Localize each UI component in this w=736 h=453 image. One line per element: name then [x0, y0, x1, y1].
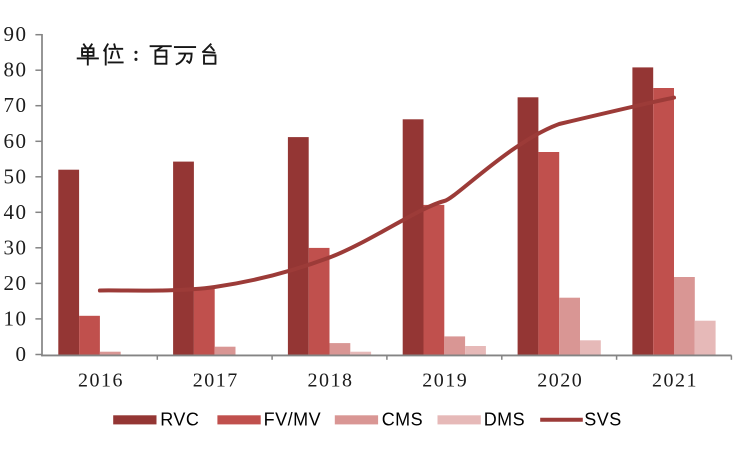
svg-text:70: 70 — [4, 93, 28, 117]
svg-text:50: 50 — [4, 164, 28, 188]
svg-text:CMS: CMS — [382, 410, 424, 430]
svg-text:2019: 2019 — [422, 370, 468, 392]
svg-text:30: 30 — [4, 235, 28, 259]
svg-text:0: 0 — [16, 342, 28, 366]
svg-text:40: 40 — [4, 200, 28, 224]
svg-text:2017: 2017 — [193, 370, 239, 392]
svg-text:SVS: SVS — [584, 410, 622, 430]
svg-text:10: 10 — [4, 306, 28, 330]
svg-text:RVC: RVC — [160, 410, 199, 430]
svg-text:2016: 2016 — [78, 370, 124, 392]
svg-text:60: 60 — [4, 129, 28, 153]
svg-text:2018: 2018 — [308, 370, 354, 392]
svg-text:DMS: DMS — [484, 410, 526, 430]
svg-text:90: 90 — [4, 22, 28, 46]
svg-text:2021: 2021 — [652, 370, 698, 392]
svg-text:80: 80 — [4, 58, 28, 82]
svg-text:2020: 2020 — [537, 370, 583, 392]
svg-text:20: 20 — [4, 271, 28, 295]
svg-text:FV/MV: FV/MV — [264, 410, 322, 430]
